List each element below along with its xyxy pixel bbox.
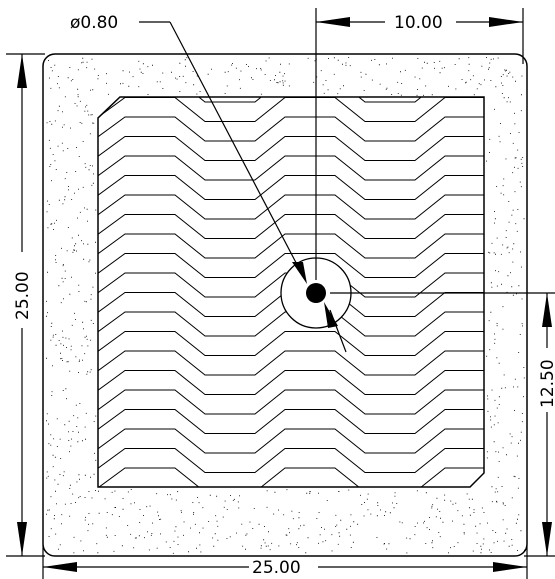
dim-overall-height-arrow-bottom xyxy=(17,522,27,556)
wave-line xyxy=(98,253,484,278)
hole-offset-x-label: 10.00 xyxy=(394,13,443,33)
wave-line xyxy=(98,155,484,181)
dim-overall-width xyxy=(42,545,528,579)
hole-center-dot xyxy=(306,283,326,303)
hole xyxy=(280,257,352,329)
overall-width-label: 25.00 xyxy=(252,558,301,578)
inner-pocket-outline xyxy=(97,96,485,488)
dim-hole-y-arrow-top xyxy=(542,293,552,327)
wave-line xyxy=(98,233,484,259)
hole-diameter-label: ø0.80 xyxy=(70,13,118,33)
wave-line xyxy=(98,272,484,298)
dim-overall-width-arrow-right xyxy=(493,562,527,572)
wave-line xyxy=(98,116,484,142)
wave-line xyxy=(98,389,484,415)
wave-line xyxy=(98,467,484,487)
wave-line xyxy=(98,370,484,395)
hole-offset-y-label: 12.50 xyxy=(538,359,555,408)
wave-line xyxy=(98,448,484,473)
wave-line xyxy=(98,311,484,337)
dim-overall-width-arrow-left xyxy=(43,562,77,572)
dim-hole-y-arrow-bottom xyxy=(542,522,552,556)
diameter-arrow-upper xyxy=(292,262,307,284)
wave-line xyxy=(98,331,484,356)
wave-line xyxy=(98,136,484,161)
wave-line xyxy=(98,175,484,200)
wave-line xyxy=(98,409,484,434)
overall-height-label: 25.00 xyxy=(13,271,33,320)
dim-hole-x-arrow-left xyxy=(316,17,350,27)
dim-hole-x-arrow-right xyxy=(489,17,523,27)
dim-overall-height-arrow-top xyxy=(17,54,27,88)
wave-line xyxy=(98,428,484,454)
diameter-arrow-lower xyxy=(324,302,338,328)
wave-line xyxy=(98,350,484,376)
wave-line xyxy=(98,214,484,239)
wave-line xyxy=(98,194,484,220)
